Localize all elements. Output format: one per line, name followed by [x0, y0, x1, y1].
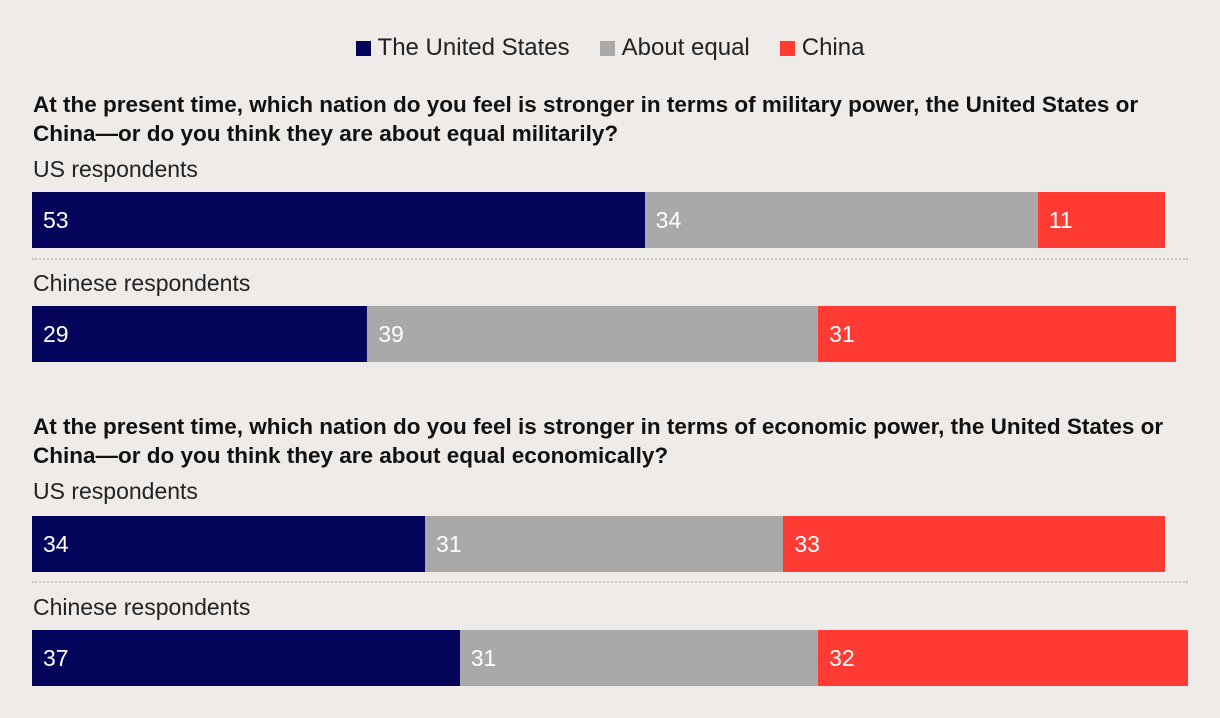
segment-china: 31 — [818, 306, 1177, 362]
chart-legend: The United States About equal China — [0, 34, 1220, 62]
data-label: 33 — [794, 530, 820, 557]
legend-item-us: The United States — [355, 34, 570, 62]
legend-swatch-equal — [599, 40, 615, 56]
segment-us: 29 — [32, 306, 368, 362]
segment-us: 34 — [32, 516, 426, 572]
row-separator — [32, 258, 1188, 260]
legend-label-equal: About equal — [621, 34, 750, 61]
segment-us: 53 — [32, 192, 645, 248]
legend-item-equal: About equal — [599, 34, 750, 62]
bar-military-us: 53 34 11 — [32, 192, 1165, 248]
legend-label-china: China — [801, 34, 865, 61]
data-label: 31 — [436, 530, 462, 557]
bar-economic-us: 34 31 33 — [32, 516, 1165, 572]
data-label: 29 — [43, 320, 69, 347]
data-label: 31 — [829, 320, 855, 347]
data-label: 34 — [655, 206, 682, 233]
bar-economic-china: 37 31 32 — [32, 630, 1188, 686]
group-label-economic-china: Chinese respondents — [33, 594, 251, 620]
bar-military-china: 29 39 31 — [32, 306, 1177, 362]
segment-equal: 39 — [367, 306, 819, 362]
legend-item-china: China — [779, 34, 865, 62]
segment-equal: 31 — [425, 516, 784, 572]
group-label-military-china: Chinese respondents — [33, 270, 251, 296]
segment-china: 11 — [1037, 192, 1165, 248]
legend-swatch-china — [779, 40, 795, 56]
row-separator — [32, 581, 1188, 583]
segment-equal: 34 — [644, 192, 1038, 248]
data-label: 32 — [829, 644, 855, 671]
data-label: 53 — [43, 206, 69, 233]
segment-equal: 31 — [459, 630, 819, 686]
group-label-economic-us: US respondents — [33, 478, 198, 504]
segment-china: 33 — [783, 516, 1165, 572]
data-label: 39 — [378, 320, 404, 347]
legend-label-us: The United States — [377, 34, 570, 61]
segment-china: 32 — [818, 630, 1188, 686]
segment-us: 37 — [32, 630, 460, 686]
question-military: At the present time, which nation do you… — [33, 92, 1139, 146]
data-label: 31 — [470, 644, 497, 671]
question-economic: At the present time, which nation do you… — [33, 414, 1164, 468]
data-label: 11 — [1048, 206, 1073, 233]
legend-swatch-us — [355, 40, 371, 56]
group-label-military-us: US respondents — [33, 156, 198, 182]
data-label: 34 — [43, 530, 69, 557]
data-label: 37 — [43, 644, 69, 671]
